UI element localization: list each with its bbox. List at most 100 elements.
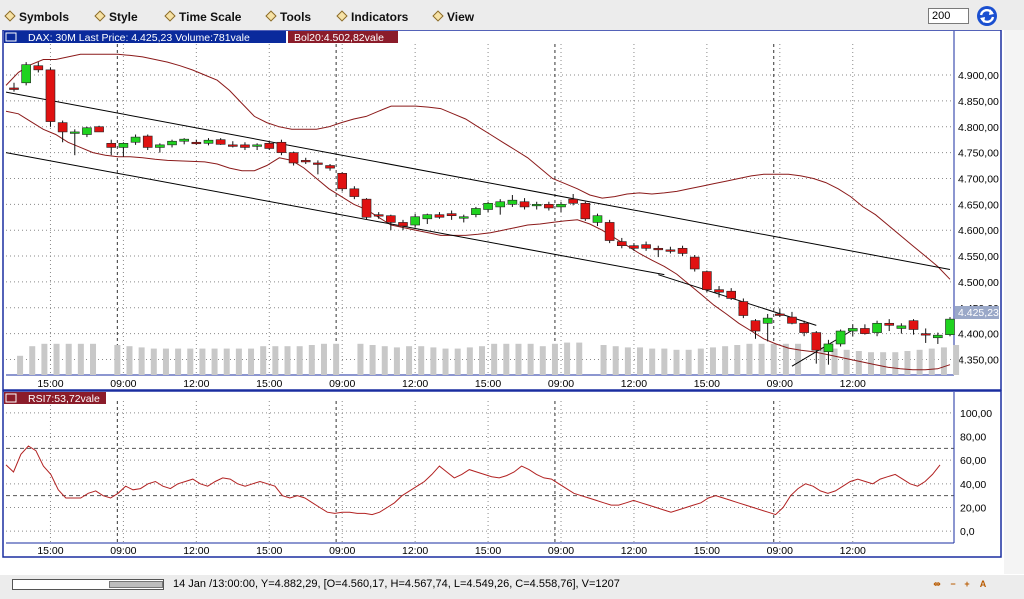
bars-count-input[interactable] bbox=[928, 8, 969, 24]
volume-bar bbox=[381, 346, 388, 375]
menu-diamond-icon bbox=[432, 10, 444, 22]
zoom-in-icon[interactable]: + bbox=[964, 579, 970, 589]
status-text: 14 Jan /13:00:00, Y=4.882,29, [O=4.560,1… bbox=[173, 578, 620, 590]
candle-body bbox=[677, 247, 688, 254]
rsi-x-tick-label: 12:00 bbox=[402, 545, 428, 557]
volume-bar bbox=[916, 349, 923, 375]
rsi-line bbox=[5, 445, 941, 516]
refresh-icon[interactable] bbox=[975, 4, 999, 28]
candle-body bbox=[738, 301, 749, 316]
candle-body bbox=[410, 216, 420, 226]
y-tick-label: 4.700,00 bbox=[958, 173, 999, 185]
candle-body bbox=[860, 328, 870, 334]
candle-body bbox=[641, 244, 651, 249]
candle-body bbox=[69, 131, 80, 134]
candle-body bbox=[446, 213, 457, 217]
volume-bar bbox=[697, 348, 704, 375]
menu-view[interactable]: View bbox=[432, 10, 474, 24]
volume-bar bbox=[53, 343, 60, 375]
channel-lower-line bbox=[5, 152, 665, 276]
volume-bar bbox=[357, 343, 364, 375]
volume-bar bbox=[795, 343, 802, 375]
volume-bar bbox=[223, 348, 230, 375]
candle-body bbox=[264, 143, 275, 149]
volume-bar bbox=[649, 348, 656, 375]
rsi-y-tick-label: 40,00 bbox=[960, 479, 986, 491]
menu-indicators[interactable]: Indicators bbox=[336, 10, 408, 24]
chart-svg: 4.900,00 4.850,00 4.800,00 4.750,00 4.700,00… bbox=[2, 30, 1002, 558]
volume-bar bbox=[150, 348, 157, 375]
candle-body bbox=[714, 289, 724, 293]
candle-body bbox=[799, 322, 809, 333]
rsi-x-tick-label: 12:00 bbox=[621, 545, 647, 557]
volume-bar bbox=[637, 347, 644, 375]
volume-bar bbox=[442, 348, 449, 375]
zoom-out-icon[interactable]: − bbox=[950, 579, 956, 589]
candle-body bbox=[787, 316, 797, 324]
rsi-y-tick-label: 100,00 bbox=[960, 408, 992, 420]
candle-body bbox=[811, 332, 822, 351]
volume-bar bbox=[41, 343, 48, 375]
volume-bar bbox=[770, 343, 777, 375]
rsi-x-tick-label: 12:00 bbox=[183, 545, 209, 557]
candle-body bbox=[228, 144, 238, 147]
rsi-y-tick-label: 60,00 bbox=[960, 455, 986, 467]
panel-window-icon[interactable] bbox=[5, 32, 17, 42]
scrollbar-thumb[interactable] bbox=[109, 581, 163, 588]
candle-body bbox=[945, 318, 955, 335]
volume-bar bbox=[734, 345, 741, 375]
volume-bar bbox=[77, 343, 84, 375]
main-header-text: DAX: 30M Last Price: 4.425,23 Volume:781… bbox=[28, 32, 250, 44]
panel-window-icon[interactable] bbox=[5, 393, 17, 403]
candle-body bbox=[762, 317, 773, 324]
menu-style[interactable]: Style bbox=[94, 10, 138, 24]
main-header-bg bbox=[4, 31, 286, 43]
rsi-header-text: RSI7:53,72vale bbox=[28, 393, 100, 405]
volume-bar bbox=[65, 343, 72, 375]
candle-body bbox=[483, 202, 493, 210]
volume-bar bbox=[612, 346, 619, 375]
y-tick-label: 4.850,00 bbox=[958, 96, 999, 108]
candle-body bbox=[702, 271, 712, 290]
volume-bar bbox=[600, 345, 607, 375]
candle-body bbox=[835, 330, 846, 345]
x-tick-label: 09:00 bbox=[548, 378, 574, 390]
volume-bar bbox=[430, 347, 437, 375]
rsi-panel-border bbox=[2, 390, 1002, 558]
volume-bar bbox=[551, 343, 558, 375]
menu-diamond-icon bbox=[265, 10, 277, 22]
x-tick-label: 09:00 bbox=[767, 378, 793, 390]
bollinger-tag-text: Bol20:4.502,82vale bbox=[294, 32, 384, 44]
y-tick-label: 4.550,00 bbox=[958, 251, 999, 263]
menu-diamond-icon bbox=[4, 10, 16, 22]
chart-frame: 4.900,00 4.850,00 4.800,00 4.750,00 4.700,00… bbox=[0, 30, 1004, 574]
volume-bar bbox=[175, 348, 182, 375]
candle-body bbox=[118, 143, 129, 148]
menu-time-scale[interactable]: Time Scale bbox=[164, 10, 241, 24]
zoom-fit-icon[interactable]: ⇹ bbox=[933, 579, 941, 589]
candle-body bbox=[556, 204, 566, 208]
menu-symbols[interactable]: Symbols bbox=[4, 10, 69, 24]
candle-body bbox=[361, 198, 372, 218]
candle-body bbox=[325, 165, 335, 169]
volume-bar bbox=[333, 343, 340, 375]
candle-body bbox=[337, 172, 348, 190]
volume-bar bbox=[17, 355, 24, 375]
candle-body bbox=[495, 201, 506, 208]
time-scrollbar[interactable] bbox=[12, 579, 164, 590]
candle-body bbox=[191, 141, 202, 145]
rsi-x-tick-label: 09:00 bbox=[767, 545, 793, 557]
candle-body bbox=[458, 216, 469, 219]
x-tick-label: 09:00 bbox=[110, 378, 136, 390]
candle-body bbox=[604, 222, 615, 241]
rsi-y-tick-label: 0,0 bbox=[960, 526, 975, 538]
candle-body bbox=[94, 126, 104, 133]
volume-bar bbox=[369, 345, 376, 375]
candle-body bbox=[9, 87, 19, 90]
x-tick-label: 12:00 bbox=[402, 378, 428, 390]
y-tick-label: 4.750,00 bbox=[958, 148, 999, 160]
cursor-icon[interactable]: A bbox=[979, 579, 987, 589]
candle-body bbox=[908, 320, 919, 330]
menu-tools[interactable]: Tools bbox=[265, 10, 311, 24]
volume-bar bbox=[855, 351, 862, 375]
